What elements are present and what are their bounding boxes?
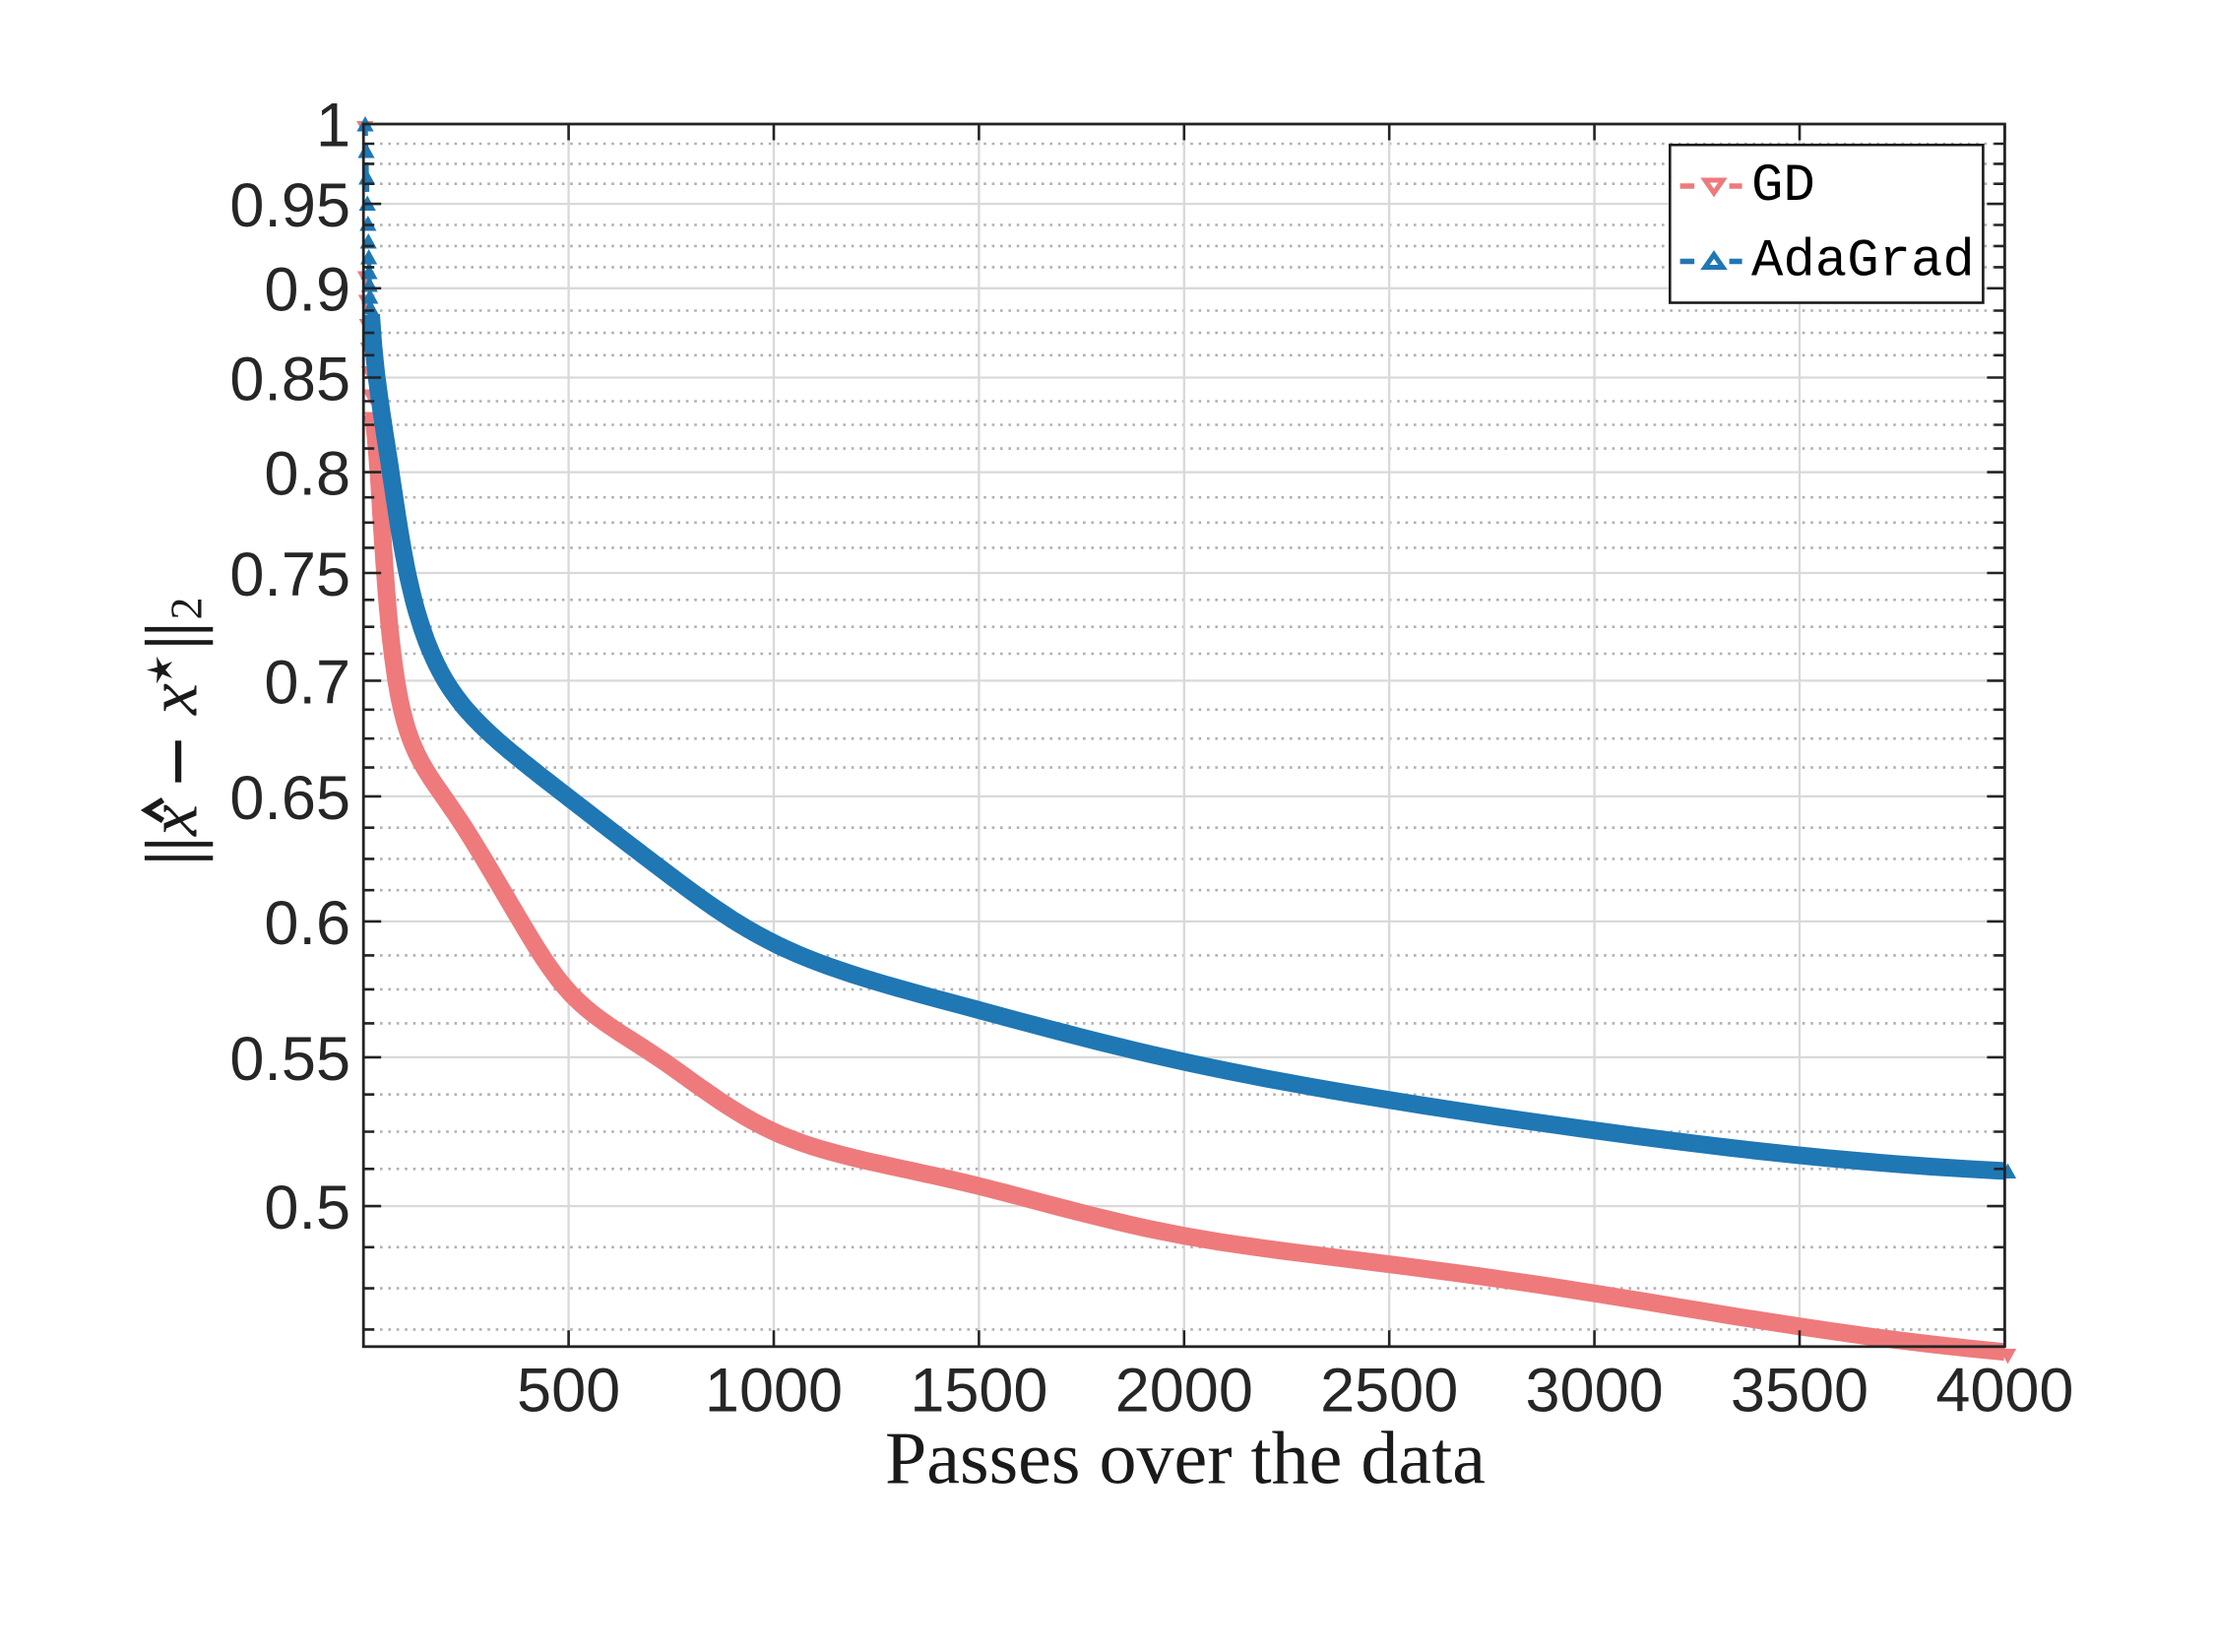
svg-text:x: x <box>134 683 213 716</box>
svg-text:1: 1 <box>316 92 350 160</box>
svg-text:1500: 1500 <box>910 1356 1047 1425</box>
svg-text:4000: 4000 <box>1935 1356 2073 1425</box>
svg-text:500: 500 <box>517 1356 620 1425</box>
svg-text:0.8: 0.8 <box>264 440 350 509</box>
svg-text:0.95: 0.95 <box>229 171 350 240</box>
svg-text:0.55: 0.55 <box>229 1025 350 1094</box>
svg-text:0.9: 0.9 <box>264 256 350 325</box>
svg-text:0.85: 0.85 <box>229 345 350 413</box>
svg-text:0.6: 0.6 <box>264 889 350 958</box>
svg-text:3500: 3500 <box>1731 1356 1868 1425</box>
svg-text:2: 2 <box>161 598 212 620</box>
svg-text:Passes over the data: Passes over the data <box>885 1418 1486 1500</box>
svg-text:2500: 2500 <box>1320 1356 1458 1425</box>
svg-text:0.75: 0.75 <box>229 540 350 609</box>
svg-text:1000: 1000 <box>705 1356 843 1425</box>
svg-text:AdaGrad: AdaGrad <box>1751 231 1975 291</box>
svg-text:2000: 2000 <box>1115 1356 1253 1425</box>
svg-text:0.5: 0.5 <box>264 1174 350 1242</box>
svg-text:3000: 3000 <box>1526 1356 1664 1425</box>
svg-text:0.65: 0.65 <box>229 764 350 833</box>
svg-text:0.7: 0.7 <box>264 648 350 717</box>
svg-text:GD: GD <box>1751 157 1815 217</box>
